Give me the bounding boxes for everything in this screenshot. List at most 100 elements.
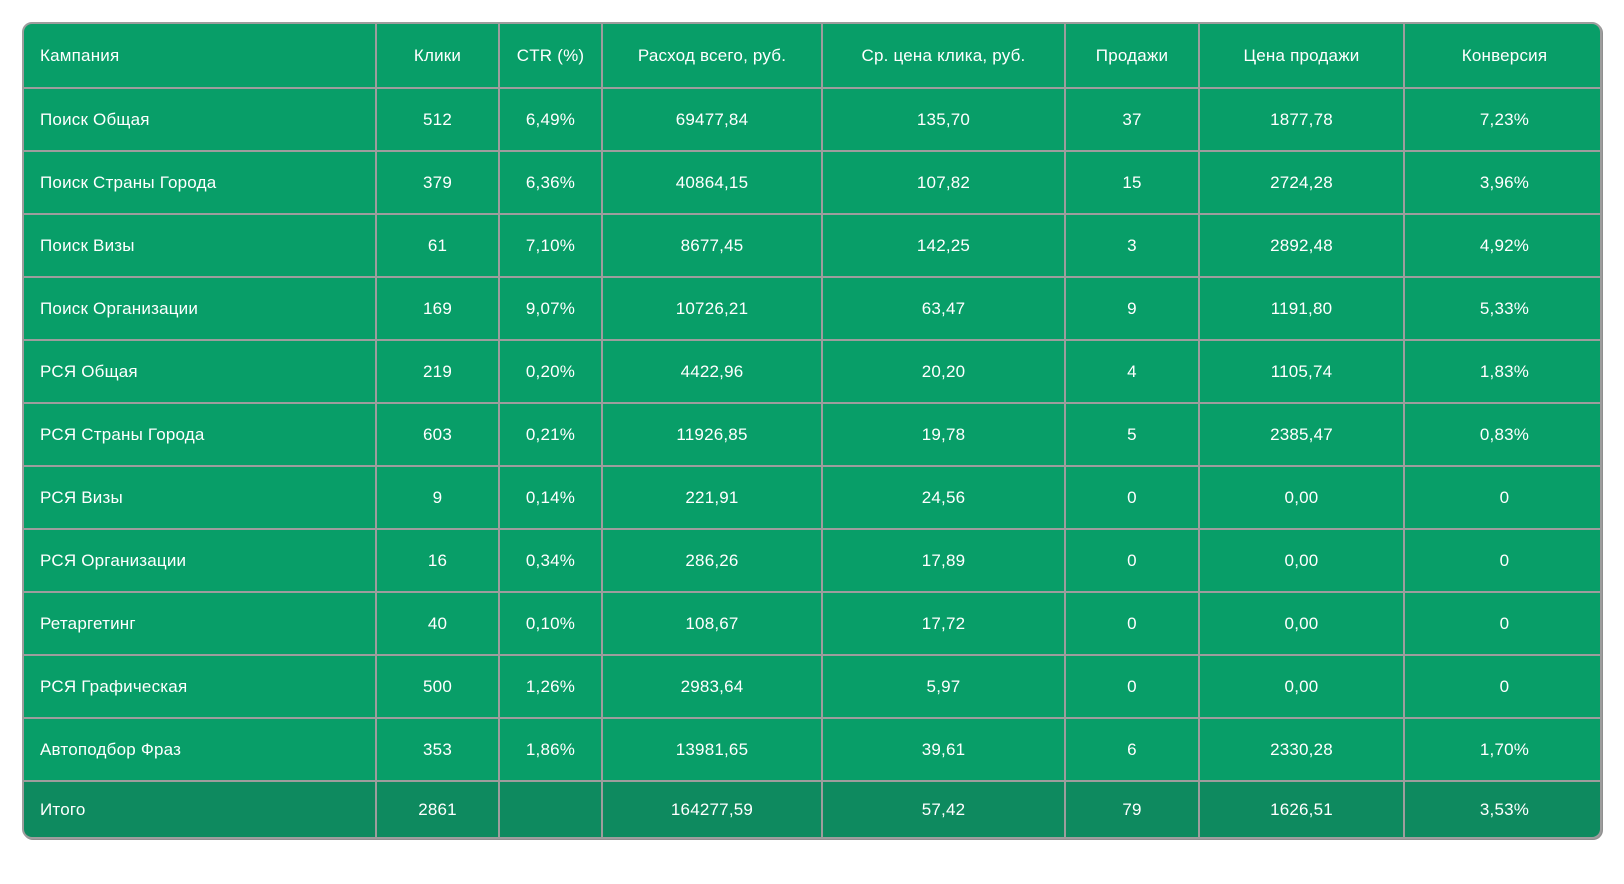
cell-campaign: Поиск Визы xyxy=(24,213,377,278)
cell-sales: 4 xyxy=(1064,339,1200,404)
cell-sale-price: 2892,48 xyxy=(1198,213,1405,278)
table-row: РСЯ Графическая 500 1,26% 2983,64 5,97 0… xyxy=(24,654,1600,719)
cell-conversion: 5,33% xyxy=(1403,276,1600,341)
cell-clicks: 169 xyxy=(375,276,500,341)
cell-ctr: 7,10% xyxy=(498,213,603,278)
cell-conversion: 0 xyxy=(1403,465,1600,530)
cell-clicks: 219 xyxy=(375,339,500,404)
column-header-total-spend: Расход всего, руб. xyxy=(601,24,823,89)
column-header-sales: Продажи xyxy=(1064,24,1200,89)
header-row: Кампания Клики CTR (%) Расход всего, руб… xyxy=(24,24,1600,89)
cell-total-spend: 10726,21 xyxy=(601,276,823,341)
cell-avg-cpc: 39,61 xyxy=(821,717,1066,782)
cell-total-spend: 221,91 xyxy=(601,465,823,530)
cell-avg-cpc: 19,78 xyxy=(821,402,1066,467)
cell-conversion: 0 xyxy=(1403,654,1600,719)
cell-avg-cpc: 24,56 xyxy=(821,465,1066,530)
cell-conversion: 0 xyxy=(1403,591,1600,656)
cell-avg-cpc: 107,82 xyxy=(821,150,1066,215)
table-row: Поиск Организации 169 9,07% 10726,21 63,… xyxy=(24,276,1600,341)
cell-total-spend: 13981,65 xyxy=(601,717,823,782)
cell-sales: 6 xyxy=(1064,717,1200,782)
cell-sale-price: 2724,28 xyxy=(1198,150,1405,215)
cell-total-spend: 4422,96 xyxy=(601,339,823,404)
cell-total-ctr xyxy=(498,780,603,837)
cell-conversion: 4,92% xyxy=(1403,213,1600,278)
cell-total-spend: 108,67 xyxy=(601,591,823,656)
cell-ctr: 0,20% xyxy=(498,339,603,404)
table-row: РСЯ Визы 9 0,14% 221,91 24,56 0 0,00 0 xyxy=(24,465,1600,530)
cell-sale-price: 0,00 xyxy=(1198,654,1405,719)
cell-total-spend: 40864,15 xyxy=(601,150,823,215)
cell-conversion: 1,83% xyxy=(1403,339,1600,404)
stats-table: Кампания Клики CTR (%) Расход всего, руб… xyxy=(24,24,1600,837)
cell-total-clicks: 2861 xyxy=(375,780,500,837)
cell-sales: 3 xyxy=(1064,213,1200,278)
cell-conversion: 7,23% xyxy=(1403,87,1600,152)
cell-ctr: 6,36% xyxy=(498,150,603,215)
cell-sales: 0 xyxy=(1064,465,1200,530)
cell-sale-price: 1105,74 xyxy=(1198,339,1405,404)
cell-total-conversion: 3,53% xyxy=(1403,780,1600,837)
cell-total-spend: 11926,85 xyxy=(601,402,823,467)
table-row: Поиск Общая 512 6,49% 69477,84 135,70 37… xyxy=(24,87,1600,152)
table-row: РСЯ Страны Города 603 0,21% 11926,85 19,… xyxy=(24,402,1600,467)
column-header-avg-cpc: Ср. цена клика, руб. xyxy=(821,24,1066,89)
cell-avg-cpc: 135,70 xyxy=(821,87,1066,152)
cell-total-label: Итого xyxy=(24,780,377,837)
cell-sales: 5 xyxy=(1064,402,1200,467)
cell-clicks: 353 xyxy=(375,717,500,782)
cell-sales: 0 xyxy=(1064,654,1200,719)
total-row: Итого 2861 164277,59 57,42 79 1626,51 3,… xyxy=(24,780,1600,837)
cell-campaign: Ретаргетинг xyxy=(24,591,377,656)
column-header-ctr: CTR (%) xyxy=(498,24,603,89)
cell-ctr: 9,07% xyxy=(498,276,603,341)
cell-campaign: РСЯ Общая xyxy=(24,339,377,404)
cell-ctr: 1,26% xyxy=(498,654,603,719)
cell-campaign: Поиск Страны Города xyxy=(24,150,377,215)
cell-conversion: 3,96% xyxy=(1403,150,1600,215)
cell-sale-price: 1191,80 xyxy=(1198,276,1405,341)
cell-clicks: 379 xyxy=(375,150,500,215)
table-row: РСЯ Общая 219 0,20% 4422,96 20,20 4 1105… xyxy=(24,339,1600,404)
cell-campaign: Поиск Общая xyxy=(24,87,377,152)
table-row: РСЯ Организации 16 0,34% 286,26 17,89 0 … xyxy=(24,528,1600,593)
cell-avg-cpc: 17,72 xyxy=(821,591,1066,656)
cell-sales: 0 xyxy=(1064,528,1200,593)
cell-sale-price: 0,00 xyxy=(1198,591,1405,656)
cell-conversion: 1,70% xyxy=(1403,717,1600,782)
column-header-campaign: Кампания xyxy=(24,24,377,89)
cell-campaign: Автоподбор Фраз xyxy=(24,717,377,782)
cell-clicks: 603 xyxy=(375,402,500,467)
cell-ctr: 6,49% xyxy=(498,87,603,152)
column-header-sale-price: Цена продажи xyxy=(1198,24,1405,89)
cell-total-spend: 2983,64 xyxy=(601,654,823,719)
cell-total-sales: 79 xyxy=(1064,780,1200,837)
cell-sales: 37 xyxy=(1064,87,1200,152)
cell-clicks: 9 xyxy=(375,465,500,530)
cell-avg-cpc: 63,47 xyxy=(821,276,1066,341)
cell-sale-price: 2385,47 xyxy=(1198,402,1405,467)
cell-total-spend: 286,26 xyxy=(601,528,823,593)
cell-total-avg-cpc: 57,42 xyxy=(821,780,1066,837)
campaign-stats-table: Кампания Клики CTR (%) Расход всего, руб… xyxy=(22,22,1602,839)
cell-conversion: 0,83% xyxy=(1403,402,1600,467)
table-row: Ретаргетинг 40 0,10% 108,67 17,72 0 0,00… xyxy=(24,591,1600,656)
cell-ctr: 1,86% xyxy=(498,717,603,782)
cell-avg-cpc: 17,89 xyxy=(821,528,1066,593)
cell-campaign: Поиск Организации xyxy=(24,276,377,341)
cell-sales: 9 xyxy=(1064,276,1200,341)
cell-clicks: 512 xyxy=(375,87,500,152)
cell-avg-cpc: 20,20 xyxy=(821,339,1066,404)
cell-avg-cpc: 5,97 xyxy=(821,654,1066,719)
cell-clicks: 61 xyxy=(375,213,500,278)
cell-campaign: РСЯ Графическая xyxy=(24,654,377,719)
cell-conversion: 0 xyxy=(1403,528,1600,593)
table-row: Автоподбор Фраз 353 1,86% 13981,65 39,61… xyxy=(24,717,1600,782)
cell-clicks: 16 xyxy=(375,528,500,593)
cell-ctr: 0,34% xyxy=(498,528,603,593)
cell-campaign: РСЯ Визы xyxy=(24,465,377,530)
cell-sale-price: 0,00 xyxy=(1198,465,1405,530)
column-header-clicks: Клики xyxy=(375,24,500,89)
cell-total-spend: 164277,59 xyxy=(601,780,823,837)
